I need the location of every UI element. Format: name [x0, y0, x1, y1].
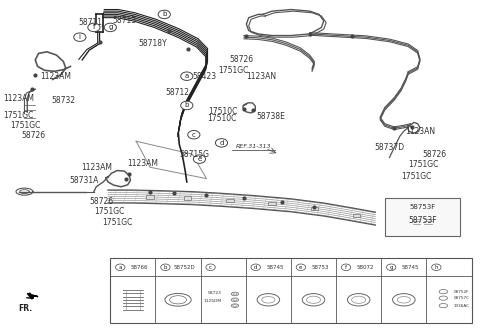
Text: 58731A: 58731A	[69, 176, 98, 185]
Text: d: d	[254, 265, 257, 270]
Text: 17510C: 17510C	[208, 108, 238, 116]
Text: 1751GC: 1751GC	[4, 111, 34, 120]
Text: g: g	[108, 24, 112, 31]
Text: 1751GC: 1751GC	[401, 172, 432, 181]
Text: 58726: 58726	[22, 131, 46, 140]
Text: 1123AN: 1123AN	[405, 127, 435, 136]
Text: 58723: 58723	[208, 291, 222, 295]
Text: 1123AM: 1123AM	[81, 163, 112, 172]
Text: c: c	[192, 132, 196, 138]
Circle shape	[216, 139, 228, 147]
Circle shape	[180, 101, 193, 110]
Circle shape	[74, 33, 86, 41]
Text: 58737D: 58737D	[374, 143, 405, 152]
Circle shape	[432, 264, 441, 271]
Bar	[385, 198, 460, 236]
Polygon shape	[27, 294, 38, 299]
Circle shape	[180, 72, 193, 80]
Bar	[268, 202, 276, 205]
Circle shape	[193, 155, 205, 163]
Text: 58752D: 58752D	[174, 265, 196, 270]
Text: 58766: 58766	[131, 265, 148, 270]
Text: 58726: 58726	[89, 197, 113, 206]
Circle shape	[116, 264, 125, 271]
Text: 58712: 58712	[166, 88, 190, 97]
Text: b: b	[162, 11, 167, 17]
Text: 1123AN: 1123AN	[246, 72, 276, 81]
Circle shape	[88, 23, 100, 31]
Bar	[311, 207, 318, 210]
Text: 58423: 58423	[192, 72, 216, 81]
Text: 58711J: 58711J	[78, 18, 105, 27]
Text: a: a	[119, 265, 122, 270]
Text: e: e	[197, 156, 202, 162]
Text: 58757C: 58757C	[454, 296, 470, 300]
Text: 58713: 58713	[112, 16, 136, 25]
Text: 58745: 58745	[402, 265, 420, 270]
Circle shape	[296, 264, 306, 271]
Text: 58753: 58753	[312, 265, 329, 270]
Text: 1751GC: 1751GC	[102, 218, 132, 227]
Text: d: d	[219, 140, 224, 146]
Text: 58752F: 58752F	[454, 290, 469, 294]
Text: e: e	[299, 265, 302, 270]
Text: g: g	[389, 265, 393, 270]
Text: a: a	[185, 73, 189, 79]
Circle shape	[206, 264, 215, 271]
Text: 58753F: 58753F	[409, 204, 435, 210]
Text: c: c	[209, 265, 212, 270]
Text: 58732: 58732	[51, 96, 75, 105]
Text: 1336AC: 1336AC	[454, 304, 470, 308]
Circle shape	[188, 131, 200, 139]
Bar	[353, 214, 360, 217]
Circle shape	[341, 264, 351, 271]
Text: 1125DM: 1125DM	[204, 299, 222, 303]
Bar	[110, 258, 471, 323]
Text: 58738E: 58738E	[256, 113, 285, 121]
Text: 58726: 58726	[422, 150, 446, 159]
Text: b: b	[185, 102, 189, 109]
Bar	[226, 199, 234, 202]
Circle shape	[158, 10, 170, 19]
Text: FR.: FR.	[18, 304, 32, 313]
Circle shape	[161, 264, 170, 271]
Circle shape	[251, 264, 261, 271]
Bar	[184, 196, 192, 200]
Text: 1123AM: 1123AM	[128, 159, 159, 169]
Text: f: f	[345, 265, 347, 270]
Text: i: i	[79, 34, 81, 40]
Text: REF.31-313: REF.31-313	[236, 144, 271, 149]
Text: 58718Y: 58718Y	[138, 39, 167, 48]
Text: 58753F: 58753F	[408, 216, 437, 225]
Text: 17510C: 17510C	[207, 114, 236, 123]
Text: f: f	[93, 24, 95, 31]
Text: 1751GC: 1751GC	[408, 160, 438, 169]
Text: 58072: 58072	[357, 265, 374, 270]
Text: 1123AM: 1123AM	[3, 94, 35, 103]
Circle shape	[386, 264, 396, 271]
Text: 58715G: 58715G	[180, 150, 210, 159]
Text: b: b	[164, 265, 167, 270]
Circle shape	[104, 23, 117, 31]
Text: 58745: 58745	[266, 265, 284, 270]
Text: 1751GC: 1751GC	[218, 66, 249, 75]
Bar	[146, 195, 154, 198]
Text: h: h	[434, 265, 438, 270]
Text: 58726: 58726	[229, 55, 254, 64]
Text: 1751GC: 1751GC	[94, 207, 124, 215]
Text: 1751GC: 1751GC	[11, 121, 41, 130]
Text: 1123AM: 1123AM	[40, 72, 71, 81]
